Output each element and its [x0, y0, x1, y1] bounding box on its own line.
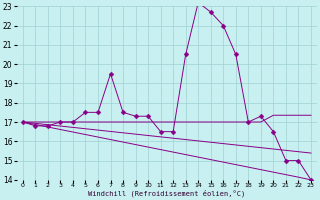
- X-axis label: Windchill (Refroidissement éolien,°C): Windchill (Refroidissement éolien,°C): [88, 190, 245, 197]
